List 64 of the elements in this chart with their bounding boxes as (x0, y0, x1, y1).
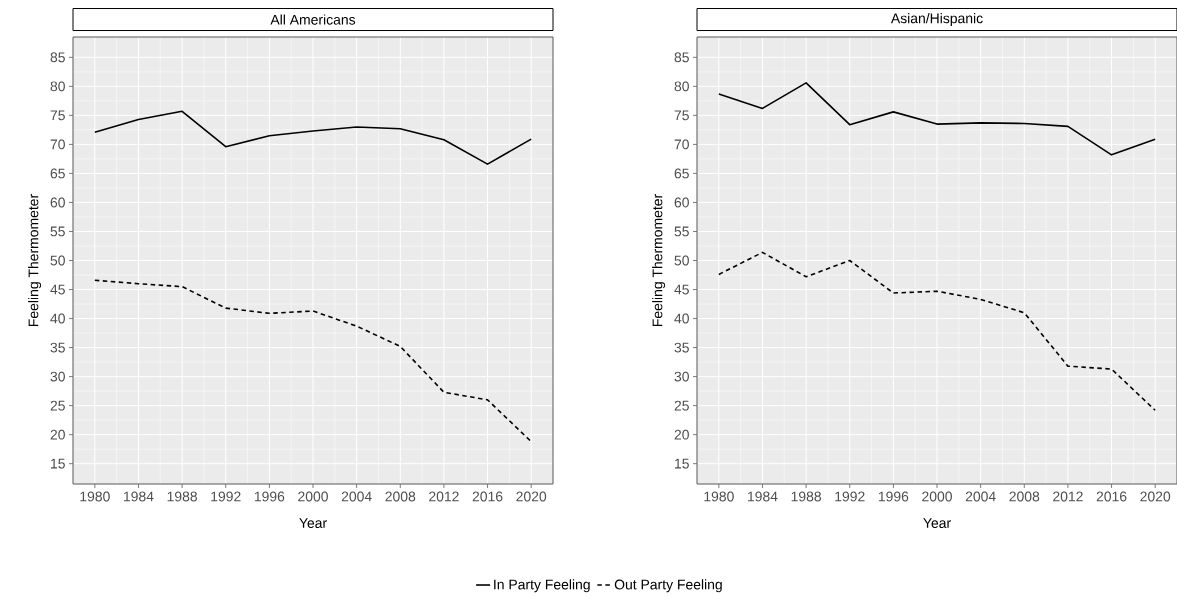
x-tick-label: 2008 (385, 491, 416, 502)
y-tick-label: 55 (50, 226, 65, 237)
y-tick-label: 25 (674, 400, 689, 411)
x-tick-label: 1988 (167, 491, 197, 502)
y-tick-label: 45 (674, 284, 689, 295)
y-tick-label: 40 (50, 313, 65, 324)
x-tick-label: 2012 (1053, 491, 1083, 502)
y-tick-label: 75 (50, 110, 65, 121)
x-tick-label: 2016 (472, 491, 503, 502)
legend-label: In Party Feeling (494, 579, 590, 593)
chart-title: All Americans (270, 14, 356, 25)
x-tick-label: 2012 (429, 491, 459, 502)
x-tick-label: 2020 (516, 491, 547, 502)
x-tick-label: 2008 (1009, 491, 1040, 502)
y-tick-label: 60 (50, 197, 65, 208)
y-axis-title: Feeling Thermometer (28, 194, 42, 327)
y-tick-label: 65 (674, 168, 689, 179)
y-tick-label: 35 (50, 342, 65, 353)
y-tick-label: 20 (674, 429, 689, 440)
x-tick-label: 1984 (124, 491, 154, 502)
x-axis-title: Year (923, 518, 951, 528)
x-tick-label: 2020 (1140, 491, 1171, 502)
x-tick-label: 1980 (704, 491, 734, 502)
y-tick-label: 75 (674, 110, 689, 121)
y-tick-label: 60 (674, 197, 689, 208)
y-tick-label: 15 (675, 458, 689, 469)
y-tick-label: 45 (50, 284, 65, 295)
x-tick-label: 2004 (965, 491, 996, 502)
line-series (718, 82, 1156, 156)
x-tick-label: 1992 (211, 491, 241, 502)
y-tick-label: 15 (51, 458, 65, 469)
x-tick-label: 2016 (1096, 491, 1127, 502)
x-tick-label: 1996 (878, 491, 909, 502)
y-tick-label: 50 (50, 255, 65, 266)
chart-title: Asian/Hispanic (890, 13, 983, 27)
x-tick-label: 2000 (922, 491, 952, 502)
x-tick-label: 2000 (298, 491, 328, 502)
y-tick-label: 30 (50, 371, 65, 382)
y-tick-label: 40 (674, 313, 689, 324)
y-tick-label: 65 (50, 168, 65, 179)
y-tick-label: 80 (674, 81, 689, 92)
x-tick-label: 1988 (791, 491, 822, 502)
y-tick-label: 35 (674, 342, 689, 353)
x-tick-label: 1980 (80, 491, 110, 502)
y-tick-label: 55 (674, 226, 689, 237)
y-tick-label: 70 (50, 139, 65, 150)
y-tick-label: 25 (50, 400, 65, 411)
x-tick-label: 1996 (254, 491, 285, 502)
x-tick-label: 2004 (341, 491, 372, 502)
y-tick-label: 85 (674, 52, 689, 63)
y-tick-label: 20 (50, 429, 65, 440)
y-axis-title: Feeling Thermometer (652, 194, 666, 327)
x-tick-label: 1984 (748, 491, 778, 502)
x-axis-title: Year (299, 518, 327, 528)
y-tick-label: 50 (674, 255, 689, 266)
line-series (718, 251, 1156, 412)
y-tick-label: 80 (50, 81, 65, 92)
line-series (94, 110, 532, 165)
x-tick-label: 1992 (835, 491, 865, 502)
y-tick-label: 85 (50, 52, 65, 63)
legend-label: Out Party Feeling (614, 579, 722, 593)
y-tick-label: 30 (674, 371, 689, 382)
y-tick-label: 70 (674, 139, 689, 150)
line-series (94, 279, 532, 443)
